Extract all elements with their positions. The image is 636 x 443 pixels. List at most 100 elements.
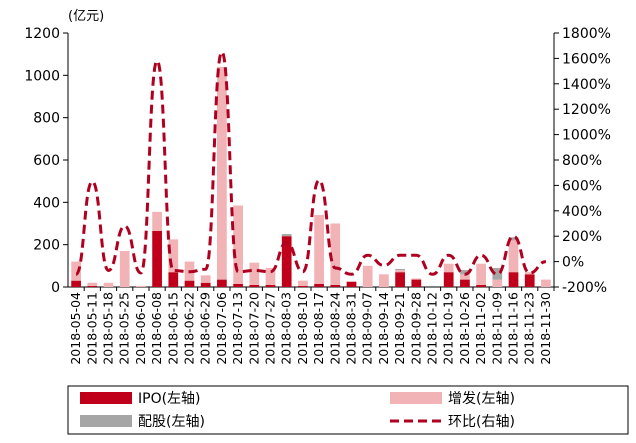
issue-bar — [314, 215, 324, 284]
ipo-bar — [460, 279, 470, 287]
left-axis-tick-label: 600 — [33, 153, 60, 169]
right-axis-tick-label: 1200% — [562, 102, 611, 118]
ipo-bar — [476, 284, 486, 287]
right-axis-tick-label: 1400% — [562, 77, 611, 93]
issue-bar — [330, 223, 341, 285]
legend-label: 配股(左轴) — [138, 414, 205, 430]
issue-bar — [460, 274, 470, 280]
issue-bar — [265, 267, 276, 285]
x-tick-label: 2018-09-28 — [408, 292, 423, 365]
right-axis-tick-label: 200% — [562, 229, 602, 245]
issue-bar — [395, 270, 405, 273]
left-axis-tick-label: 200 — [33, 238, 60, 254]
x-tick-label: 2018-05-04 — [68, 292, 83, 365]
issue-bar — [524, 272, 535, 275]
issue-bar — [103, 282, 114, 287]
legend-label: IPO(左轴) — [138, 391, 201, 407]
x-tick-label: 2018-08-17 — [311, 292, 326, 365]
x-tick-label: 2018-10-12 — [425, 292, 440, 365]
x-tick-label: 2018-06-22 — [182, 292, 197, 365]
left-axis-tick-label: 800 — [33, 111, 60, 127]
x-tick-label: 2018-09-07 — [360, 292, 375, 365]
x-tick-label: 2018-11-23 — [522, 292, 537, 365]
issue-bar — [152, 211, 162, 231]
x-tick-label: 2018-05-11 — [84, 292, 99, 365]
ipo-bar — [395, 272, 405, 287]
ipo-bar — [281, 236, 292, 287]
x-tick-label: 2018-05-18 — [101, 292, 116, 365]
issue-bar — [362, 265, 373, 287]
issue-bar — [200, 275, 211, 283]
ipo-bar — [314, 283, 324, 287]
issue-bar — [541, 279, 551, 287]
x-tick-label: 2018-11-16 — [506, 292, 521, 365]
ipo-bar — [524, 274, 535, 287]
right-axis-tick-label: -200% — [562, 280, 607, 296]
ipo-bar — [87, 285, 98, 287]
issue-bar — [492, 279, 503, 287]
ipo-bar — [184, 280, 195, 287]
legend-label: 环比(右轴) — [448, 414, 515, 430]
issue-bar — [87, 282, 98, 286]
x-tick-label: 2018-08-31 — [344, 292, 359, 365]
issue-bar — [298, 280, 308, 286]
x-tick-label: 2018-06-08 — [149, 292, 164, 365]
right-axis-tick-label: 800% — [562, 153, 602, 169]
legend-swatch — [80, 415, 132, 427]
legend: IPO(左轴) 增发(左轴) 配股(左轴) 环比(右轴) — [67, 385, 629, 435]
x-tick-label: 2018-08-24 — [327, 292, 342, 365]
x-tick-label: 2018-06-29 — [198, 292, 213, 365]
issue-bar — [411, 278, 422, 280]
right-axis-tick-label: 600% — [562, 178, 602, 194]
rights-bar — [492, 267, 503, 280]
ipo-bar — [71, 280, 81, 287]
issue-bar — [119, 251, 130, 287]
ipo-bar — [168, 272, 179, 287]
ipo-bar — [217, 279, 227, 287]
right-axis-tick-label: 1600% — [562, 51, 611, 67]
bars — [71, 66, 551, 287]
ipo-bar — [200, 282, 211, 287]
left-axis-tick-label: 1000 — [24, 68, 60, 84]
issue-bar — [249, 262, 260, 285]
ipo-bar — [249, 284, 260, 287]
x-tick-label: 2018-06-01 — [133, 292, 148, 365]
ipo-bar — [411, 279, 422, 287]
legend-swatch — [390, 392, 442, 404]
rights-bar — [395, 269, 405, 271]
x-tick-label: 2018-05-25 — [117, 292, 132, 365]
x-tick-label: 2018-08-10 — [295, 292, 310, 365]
x-tick-label: 2018-09-21 — [392, 292, 407, 365]
rights-bar — [281, 234, 292, 237]
issue-bar — [168, 239, 179, 273]
x-tick-labels: 2018-05-04 2018-05-11 2018-05-18 2018-05-25… — [68, 292, 553, 365]
right-axis-tick-label: 0% — [562, 255, 584, 271]
x-tick-label: 2018-10-26 — [457, 292, 472, 365]
left-axis-tick-label: 400 — [33, 195, 60, 211]
ipo-bar — [298, 285, 308, 287]
x-tick-label: 2018-10-19 — [441, 292, 456, 365]
ipo-bar — [265, 284, 276, 287]
x-tick-label: 2018-09-14 — [376, 292, 391, 365]
x-tick-label: 2018-11-30 — [538, 292, 553, 365]
ipo-bar — [330, 284, 341, 287]
issue-bar — [71, 261, 81, 281]
right-axis-tick-label: 1000% — [562, 128, 611, 144]
right-axis-tick-label: 1800% — [562, 26, 611, 42]
ratio-line — [74, 50, 547, 276]
rights-bar — [508, 237, 519, 241]
ipo-bar — [233, 283, 243, 287]
axes: 0 200 400 600 800 1000 1200 -200% 0% 200% 400% 600%… — [24, 26, 611, 296]
x-tick-label: 2018-07-06 — [214, 292, 229, 365]
x-tick-label: 2018-06-15 — [165, 292, 180, 365]
ipo-bar — [152, 230, 162, 287]
x-tick-label: 2018-11-09 — [489, 292, 504, 365]
issue-bar — [379, 274, 389, 287]
ipo-bar — [443, 272, 454, 287]
x-tick-label: 2018-08-03 — [279, 292, 294, 365]
ratio-line-path — [74, 50, 547, 276]
issue-bar — [136, 285, 146, 287]
legend-label: 增发(左轴) — [448, 391, 515, 407]
left-axis-unit: (亿元) — [68, 9, 104, 24]
x-tick-label: 2018-07-20 — [246, 292, 261, 365]
